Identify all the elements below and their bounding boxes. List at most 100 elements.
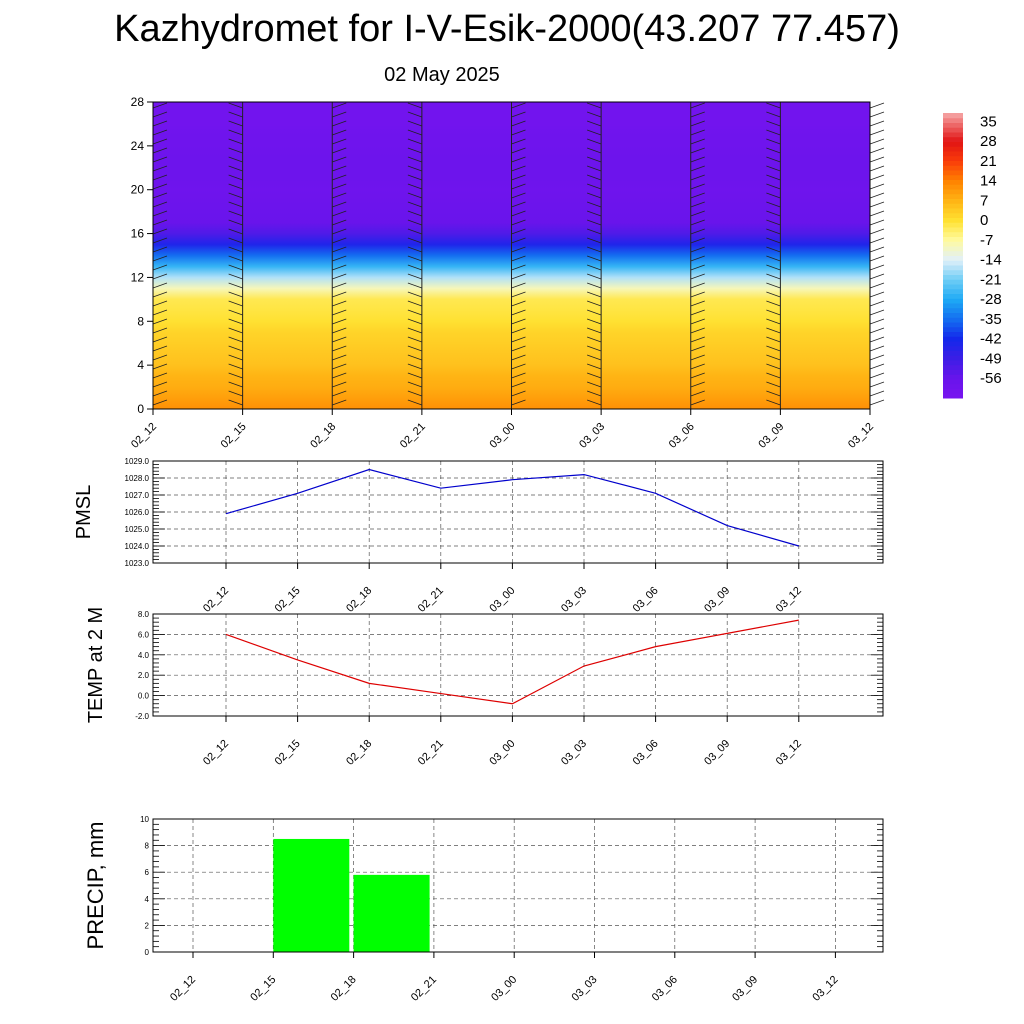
colorbar-segment (943, 360, 963, 366)
colorbar-segment (943, 355, 963, 361)
wind-barb-column (869, 102, 885, 409)
colorbar-segment (943, 179, 963, 185)
x-tick-label: 02_21 (409, 974, 439, 1004)
y-tick-label: 8 (137, 314, 144, 328)
colorbar-segment (943, 141, 963, 147)
colorbar-segment (943, 279, 963, 285)
y-tick-label: 0 (145, 948, 150, 957)
colorbar-label: 21 (980, 153, 997, 170)
colorbar-segment (943, 274, 963, 280)
x-tick-label: 02_18 (308, 421, 338, 451)
colorbar-label: -42 (980, 331, 1002, 348)
x-tick-label: 02_18 (344, 738, 374, 768)
plot-area (153, 614, 883, 716)
colorbar-segment (943, 151, 963, 157)
y-tick-label: 6.0 (138, 630, 150, 639)
colorbar-segment (943, 160, 963, 166)
colorbar-segment (943, 203, 963, 209)
colorbar-label: 28 (980, 133, 997, 150)
colorbar-segment (943, 326, 963, 332)
y-tick-label: 6 (145, 868, 150, 877)
wind-barb-column (586, 102, 602, 409)
colorbar-segment (943, 317, 963, 323)
colorbar-segment (943, 189, 963, 195)
colorbar-segment (943, 117, 963, 123)
x-tick-label: 03_12 (846, 421, 876, 451)
colorbar-segment (943, 222, 963, 228)
colorbar-label: -49 (980, 350, 1002, 367)
x-tick-label: 03_03 (559, 585, 589, 615)
x-tick-label: 03_06 (631, 585, 661, 615)
colorbar-label: 7 (980, 192, 988, 209)
x-tick-label: 03_00 (489, 974, 519, 1004)
colorbar-segment (943, 393, 963, 399)
x-tick-label: 02_21 (416, 585, 446, 615)
colorbar-segment (943, 284, 963, 290)
colorbar-segment (943, 246, 963, 252)
colorbar-segment (943, 379, 963, 385)
colorbar-segment (943, 303, 963, 309)
y-tick-label: 2.0 (138, 671, 150, 680)
colorbar-segment (943, 255, 963, 261)
colorbar-segment (943, 250, 963, 256)
colorbar-segment (943, 193, 963, 199)
x-tick-label: 02_12 (168, 974, 198, 1004)
precip-chart: 0 2 4 6 8 10 02_12 02_15 02_18 02_21 03_00 03_03 03_… (83, 815, 884, 1004)
colorbar-segment (943, 231, 963, 237)
wind-barb-column (690, 102, 705, 409)
pmsl-axis-label: PMSL (73, 485, 95, 539)
wind-barb-column (228, 102, 244, 409)
x-tick-label: 02_18 (329, 974, 359, 1004)
colorbar-segment (943, 350, 963, 356)
colorbar-segment (943, 388, 963, 394)
pmsl-series-line (225, 468, 799, 547)
colorbar-segment (943, 364, 963, 370)
colorbar-segment (943, 170, 963, 176)
x-tick-label: 02_21 (416, 738, 446, 768)
wind-barb-column (331, 102, 347, 409)
colorbar-segment (943, 374, 963, 380)
x-tick-label: 03_06 (631, 738, 661, 768)
precip-axis-label: PRECIP, mm (83, 822, 108, 950)
y-tick-label: 0 (137, 402, 144, 416)
colorbar-segment (943, 383, 963, 389)
x-tick-label: 02_21 (398, 421, 428, 451)
plot-frame (152, 460, 884, 564)
x-tick-label: 03_09 (756, 421, 786, 451)
colorbar-segment (943, 265, 963, 271)
y-tick-label: 1029.0 (125, 457, 150, 466)
wind-barb-column (407, 102, 423, 409)
plot-area (153, 819, 883, 952)
colorbar-segment (943, 208, 963, 214)
date-subtitle: 02 May 2025 (384, 64, 500, 86)
x-tick-label: 03_00 (487, 585, 517, 615)
plot-frame (152, 613, 884, 717)
x-tick-label: 03_06 (650, 974, 680, 1004)
colorbar-segment (943, 369, 963, 375)
colorbar-segment (943, 307, 963, 313)
x-tick-label: 02_12 (129, 421, 159, 451)
temp-2m-series-line (225, 619, 799, 705)
colorbar-segment (943, 136, 963, 142)
colorbar-label: -35 (980, 311, 1002, 328)
colorbar-segment (943, 345, 963, 351)
y-tick-label: 1023.0 (125, 559, 150, 568)
colorbar-segment (943, 336, 963, 342)
x-tick-label: 03_09 (702, 585, 732, 615)
colorbar-label: -56 (980, 370, 1002, 387)
colorbar-segment (943, 122, 963, 128)
x-tick-label: 02_18 (344, 585, 374, 615)
colorbar-segment (943, 236, 963, 242)
colorbar-label: 0 (980, 212, 988, 229)
colorbar-segment (943, 312, 963, 318)
y-tick-label: 1024.0 (125, 542, 150, 551)
y-tick-label: 1027.0 (125, 491, 150, 500)
wind-barb-column (766, 102, 781, 409)
x-tick-label: 03_12 (774, 738, 804, 768)
colorbar-segment (943, 293, 963, 299)
y-tick-label: 0.0 (138, 692, 150, 701)
colorbar-segment (943, 260, 963, 266)
pmsl-chart: 1023.0 1024.0 1025.0 1026.0 1027.0 1028.0 1029… (73, 457, 884, 615)
x-tick-label: 03_03 (570, 974, 600, 1004)
